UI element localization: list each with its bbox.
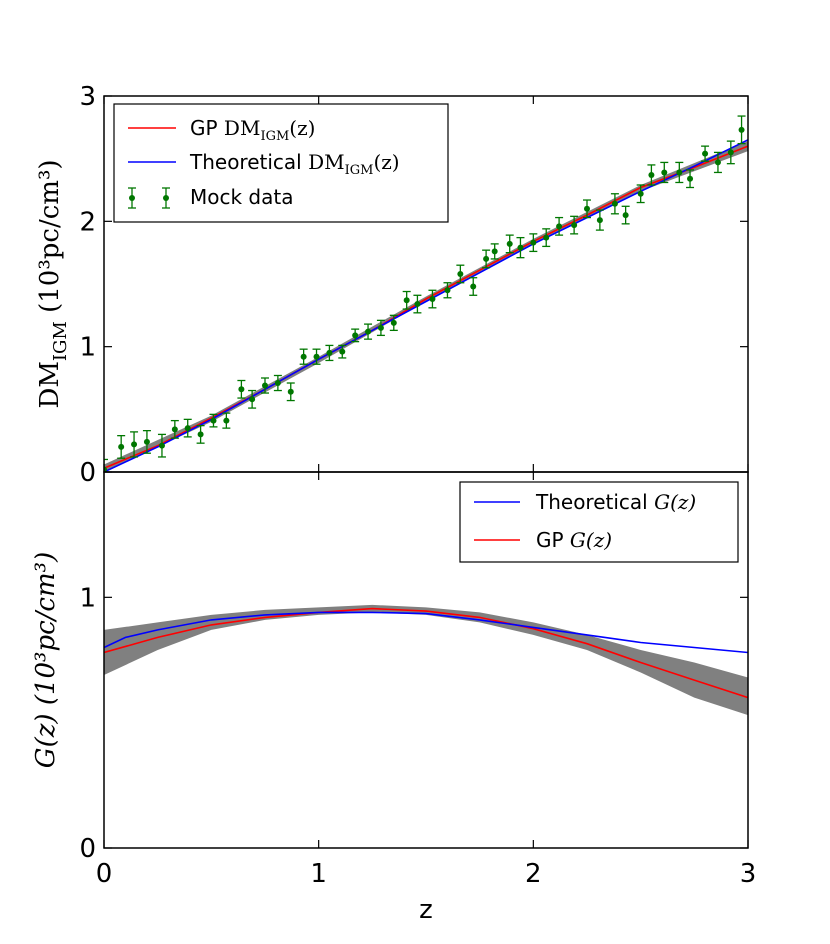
bottom-confidence-band [104,604,748,716]
top-legend-entry-mock: Mock data [190,185,293,209]
top-ytick-label: 2 [79,207,96,237]
mock-data-point [413,294,422,314]
bottom-legend-entry-gp: GP G(z) [536,528,612,552]
top-ylabel-sub: IGM [50,321,71,361]
bottom-gp-curve [104,607,748,699]
mock-data-point [376,319,385,337]
mock-data-point [726,140,735,165]
mock-data-point [402,290,411,310]
bottom-legend: Theoretical G(z) GP G(z) [459,481,739,563]
mock-data-point [170,419,179,439]
mock-data-point [636,184,645,204]
mock-data-point [157,433,166,458]
mock-data-point [209,413,218,428]
mock-data-point [583,199,591,219]
top-y-axis-label: DMIGM (10³pc/cm³) [35,159,71,408]
mock-data-point [505,234,514,254]
svg-text:DMIGM (10³pc/cm³): DMIGM (10³pc/cm³) [35,159,71,408]
mock-data-point [516,236,525,259]
bottom-ticks: 0 1 2 3 0 1 [79,472,756,889]
top-legend-swatch-mock [128,187,170,209]
mock-data-point [660,161,669,184]
mock-data-point [595,209,604,231]
mock-data-point [428,289,437,309]
bottom-legend-entry-theory: Theoretical G(z) [535,490,696,514]
mock-data-point [142,429,151,454]
mock-data-point [555,216,564,236]
top-legend-box [113,103,449,223]
bottom-plot-area [104,604,748,716]
mock-data-point [686,169,695,189]
mock-data-point [529,233,538,253]
mock-data-point [237,379,246,399]
xtick-label: 0 [96,859,113,889]
svg-text:G(z) (10³pc/cm³): G(z) (10³pc/cm³) [31,552,61,768]
top-ticks: 0 1 2 3 [79,82,749,488]
mock-data-point [222,412,231,429]
top-legend-entry-gp: GP DMIGM(z) [190,116,315,144]
top-legend: GP DMIGM(z) Theoretical DMIGM(z) Mock da… [113,103,449,223]
mock-data-point [621,205,630,225]
top-legend-entry-theory: Theoretical DMIGM(z) [189,150,400,178]
bottom-axes-frame [103,471,749,849]
mock-data-point [482,249,491,269]
bottom-ytick-label: 0 [79,834,96,864]
mock-data-point [196,424,205,444]
mock-data-point [338,344,347,359]
mock-data-point [117,435,126,459]
mock-data-point [325,344,334,362]
mock-data-point [675,161,684,184]
mock-data-point [713,151,722,174]
mock-data-point [273,374,282,392]
mock-data-point [248,389,257,409]
mock-data-point [261,377,269,394]
top-ytick-label: 1 [79,333,96,363]
top-ylabel-unit: (10³pc/cm³) [35,159,65,312]
mock-data-point [542,228,551,248]
mock-data-point [443,282,452,299]
bottom-ytick-label: 1 [79,583,96,613]
mock-data-point [312,348,321,365]
mock-data-point [286,382,295,402]
x-axis-label: z [419,895,433,925]
bottom-theoretical-curve [104,611,748,654]
mock-data-point [469,277,478,296]
mock-data-point [351,328,360,343]
mock-data-point [456,264,465,284]
xtick-label: 2 [525,859,542,889]
mock-data-point [737,115,746,145]
mock-data-point [389,314,398,332]
mock-data-point [610,193,619,215]
mock-data-point [364,323,373,340]
mock-data-point [647,164,656,186]
mock-data-point [299,348,308,365]
xtick-label: 3 [740,859,757,889]
bottom-y-axis-label: G(z) (10³pc/cm³) [31,552,61,768]
top-ylabel-main: DM [35,361,65,408]
bottom-legend-box [459,481,739,563]
top-panel: 0 1 2 3 DMIGM (10³pc/cm³) GP DMIGM(z) Theor… [35,82,749,488]
top-ytick-label: 0 [79,458,96,488]
mock-data-point [570,215,579,235]
mock-data-point [183,418,192,438]
mock-data-point [490,243,499,260]
bottom-panel: 0 1 2 3 0 1 G(z) (10³pc/cm³) z Theoretical G(… [31,471,756,925]
top-plot-area [104,115,748,472]
mock-data-point [130,431,139,458]
mock-data-point [701,145,710,162]
top-ytick-label: 3 [79,82,96,112]
xtick-label: 1 [310,859,327,889]
